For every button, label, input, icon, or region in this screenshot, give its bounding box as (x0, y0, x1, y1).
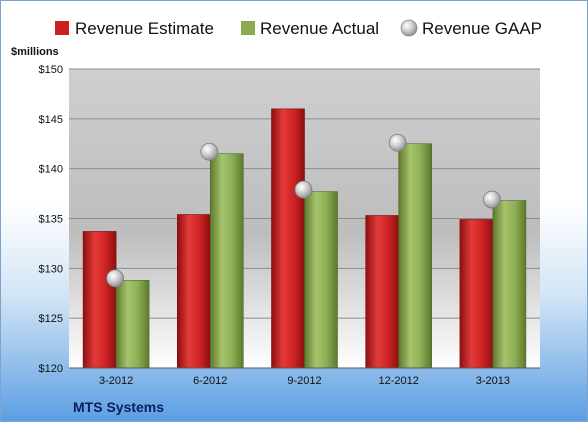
bar-revenue-estimate-3-2013 (459, 219, 494, 369)
x-tick-label: 3-2012 (99, 375, 133, 387)
marker-revenue-gaap-3-2013 (482, 190, 501, 209)
bar-revenue-actual-3-2012 (115, 279, 150, 369)
bar-revenue-actual-3-2013 (492, 200, 527, 369)
y-tick-label: $145 (39, 114, 63, 126)
y-tick-label: $135 (39, 214, 63, 226)
y-tick-label: $140 (39, 164, 63, 176)
bar-revenue-actual-9-2012 (304, 191, 338, 369)
bars (82, 108, 527, 369)
bar-revenue-estimate-3-2012 (82, 231, 117, 369)
x-tick-label: 12-2012 (379, 375, 419, 387)
legend-swatch-actual (241, 21, 255, 35)
legend-label-gaap: Revenue GAAP (422, 19, 542, 38)
marker-revenue-gaap-12-2012 (388, 133, 407, 152)
y-tick-label: $125 (39, 313, 63, 325)
legend-swatch-estimate (55, 21, 69, 35)
bar-revenue-estimate-6-2012 (177, 214, 211, 369)
marker-revenue-gaap-9-2012 (294, 180, 313, 199)
company-name: MTS Systems (73, 399, 164, 415)
marker-revenue-gaap-6-2012 (200, 142, 219, 161)
bar-revenue-estimate-12-2012 (365, 215, 400, 369)
bar-revenue-actual-12-2012 (398, 143, 433, 369)
y-tick-label: $120 (39, 363, 63, 375)
y-axis-label: $millions (11, 46, 59, 58)
marker-revenue-gaap-3-2012 (106, 269, 124, 288)
bar-revenue-actual-6-2012 (210, 153, 244, 369)
y-tick-label: $130 (39, 263, 63, 275)
y-tick-label: $150 (39, 64, 63, 76)
x-tick-label: 6-2012 (193, 375, 227, 387)
bar-revenue-estimate-9-2012 (271, 108, 305, 369)
legend-label-actual: Revenue Actual (260, 19, 379, 38)
legend: Revenue Estimate Revenue Actual Revenue … (55, 19, 542, 38)
y-axis-ticks: $120 $125 $130 $135 $140 $145 $150 (39, 64, 63, 375)
x-tick-label: 9-2012 (287, 375, 321, 387)
legend-label-estimate: Revenue Estimate (75, 19, 214, 38)
gaap-markers (106, 133, 501, 288)
legend-marker-gaap (400, 19, 418, 37)
x-axis-ticks: 3-2012 6-2012 9-2012 12-2012 3-2013 (99, 375, 510, 387)
x-tick-label: 3-2013 (476, 375, 510, 387)
